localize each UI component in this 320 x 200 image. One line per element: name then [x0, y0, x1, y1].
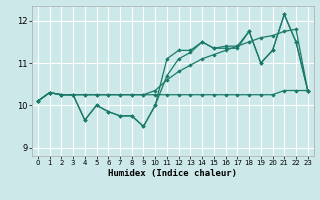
X-axis label: Humidex (Indice chaleur): Humidex (Indice chaleur) [108, 169, 237, 178]
